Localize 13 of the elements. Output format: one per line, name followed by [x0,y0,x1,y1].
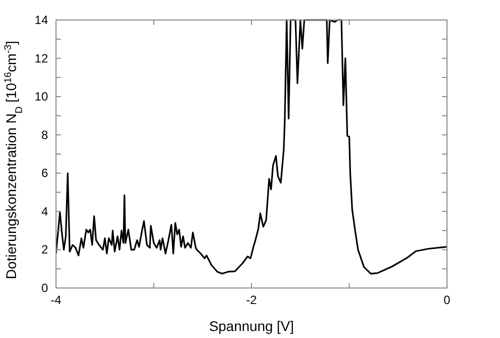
y-tick-label: 12 [34,51,48,66]
y-tick-label: 2 [41,242,48,257]
line-series [56,19,447,274]
x-tick-label: -2 [246,293,258,307]
y-tick-label: 14 [34,13,48,27]
y-tick-label: 10 [34,90,48,104]
x-tick-label: 0 [444,293,451,307]
x-tick-label: -4 [50,293,62,307]
y-tick-label: 4 [41,204,48,218]
y-tick-label: 0 [41,281,48,295]
y-tick-label: 6 [41,166,48,180]
y-tick-label: 8 [41,128,48,142]
x-axis-title: Spannung [V] [209,318,294,334]
